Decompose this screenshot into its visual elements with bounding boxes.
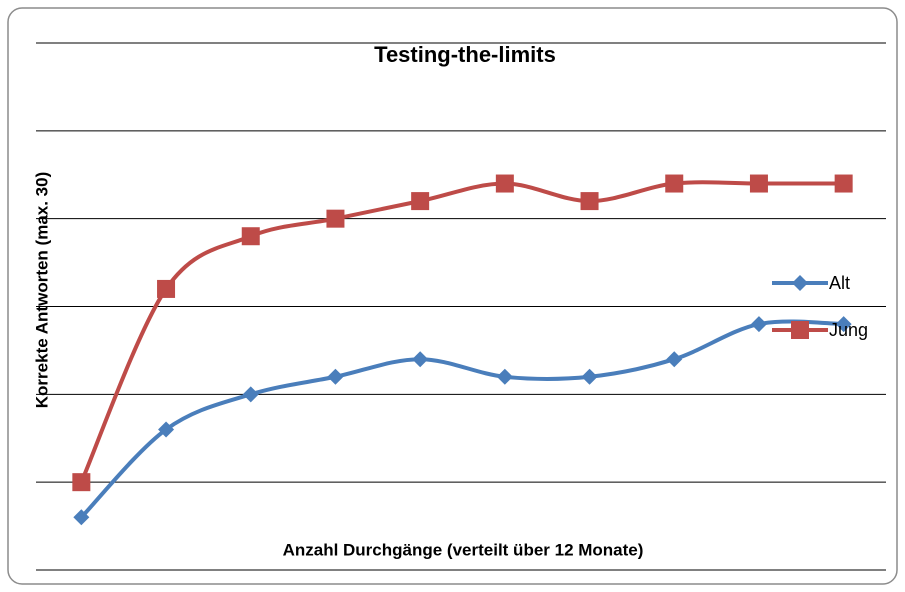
diamond-marker bbox=[412, 351, 429, 368]
diamond-marker bbox=[666, 351, 683, 368]
chart-title: Testing-the-limits bbox=[374, 42, 556, 67]
diamond-marker bbox=[581, 368, 598, 385]
legend-label: Jung bbox=[829, 320, 868, 340]
square-marker bbox=[411, 192, 430, 211]
chart-frame bbox=[7, 7, 898, 585]
square-marker bbox=[326, 209, 345, 228]
x-axis-label: Anzahl Durchgänge (verteilt über 12 Mona… bbox=[283, 540, 644, 559]
square-marker bbox=[241, 227, 260, 246]
diamond-marker bbox=[327, 368, 344, 385]
square-marker bbox=[749, 174, 768, 193]
series-line bbox=[79, 319, 844, 519]
square-marker bbox=[580, 192, 599, 211]
square-marker bbox=[665, 174, 684, 193]
square-marker bbox=[157, 279, 176, 298]
y-axis-label: Korrekte Antworten (max. 30) bbox=[32, 172, 51, 408]
square-marker bbox=[72, 473, 91, 492]
diamond-marker bbox=[835, 316, 852, 333]
legend-marker bbox=[792, 275, 808, 291]
square-marker bbox=[495, 174, 514, 193]
series-line bbox=[79, 180, 844, 483]
square-marker bbox=[834, 174, 853, 193]
legend-marker bbox=[791, 321, 809, 339]
diamond-marker bbox=[750, 316, 767, 333]
diamond-marker bbox=[496, 368, 513, 385]
diamond-marker bbox=[242, 386, 259, 403]
legend-label: Alt bbox=[829, 273, 850, 293]
diamond-marker bbox=[73, 509, 90, 526]
diamond-marker bbox=[158, 421, 175, 438]
